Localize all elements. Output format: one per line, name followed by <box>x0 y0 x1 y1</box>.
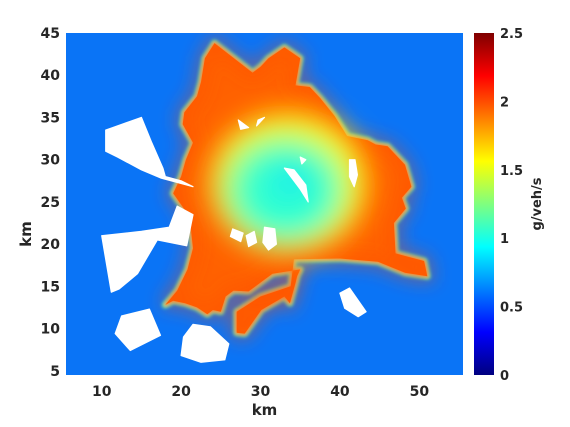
colorbar: 0 0.5 1 1.5 2 2.5 <box>474 27 523 384</box>
y-axis-label: km <box>17 221 35 247</box>
x-tick-label-50: 50 <box>410 384 430 400</box>
y-tick-label-40: 40 <box>41 68 61 84</box>
y-tick-label-10: 10 <box>41 322 61 338</box>
colorbar-tick-label-2: 2 <box>500 95 509 110</box>
x-tick-label-40: 40 <box>330 384 350 400</box>
y-tick-label-15: 15 <box>41 279 60 295</box>
colorbar-tick-label-1: 1 <box>500 232 509 247</box>
y-axis: 5 10 15 20 25 30 35 40 45 <box>41 26 61 380</box>
colorbar-label: g/veh/s <box>530 177 545 230</box>
colorbar-tick-label-0.5: 0.5 <box>500 301 523 316</box>
x-axis: 10 20 30 40 50 <box>92 384 429 400</box>
y-tick-label-5: 5 <box>50 364 60 380</box>
colorbar-gradient <box>474 33 494 375</box>
region-ring-layer <box>161 35 434 339</box>
x-tick-label-20: 20 <box>171 384 191 400</box>
masked-area-5 <box>237 119 250 130</box>
masked-area-7 <box>229 228 244 243</box>
x-tick-label-30: 30 <box>251 384 271 400</box>
colorbar-tick-label-2.5: 2.5 <box>500 27 523 42</box>
x-axis-label: km <box>252 401 278 419</box>
heatmap-plot-area <box>66 33 463 375</box>
masked-area-3 <box>114 308 162 352</box>
masked-area-10 <box>283 167 309 203</box>
masked-area-11 <box>299 156 307 165</box>
region-warm-band <box>161 35 434 339</box>
colorbar-tick-label-0: 0 <box>500 369 509 384</box>
y-tick-label-25: 25 <box>41 195 60 211</box>
masked-area-2 <box>101 205 194 293</box>
core-layer <box>210 113 367 254</box>
masked-area-1 <box>105 116 194 188</box>
masked-area-13 <box>339 287 367 318</box>
x-tick-label-10: 10 <box>92 384 112 400</box>
masked-area-12 <box>348 159 358 188</box>
masked-area-4 <box>180 323 230 363</box>
colorbar-tick-label-1.5: 1.5 <box>500 164 523 179</box>
masked-area-6 <box>256 116 266 127</box>
y-tick-label-30: 30 <box>41 153 61 169</box>
masked-area-9 <box>262 226 277 251</box>
core-zone <box>238 147 335 236</box>
y-tick-label-35: 35 <box>41 110 60 126</box>
y-tick-label-20: 20 <box>41 237 61 253</box>
masked-area-8 <box>245 230 258 248</box>
y-tick-label-45: 45 <box>41 26 60 42</box>
